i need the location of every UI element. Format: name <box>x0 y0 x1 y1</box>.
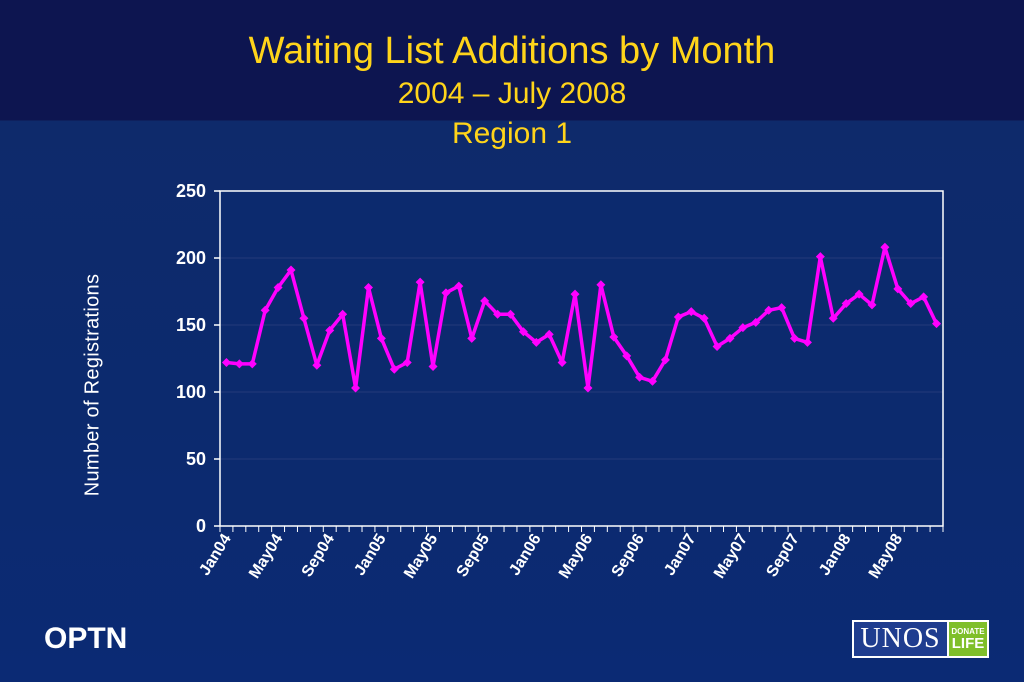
y-tick-label: 0 <box>196 516 206 536</box>
data-point <box>635 372 645 382</box>
data-point <box>802 337 812 347</box>
data-point <box>441 288 451 298</box>
x-tick-label: May06 <box>556 531 596 582</box>
data-point <box>919 292 929 302</box>
data-point <box>273 282 283 292</box>
data-point <box>389 364 399 374</box>
data-point <box>880 242 890 252</box>
data-point <box>286 265 296 275</box>
data-point <box>841 299 851 309</box>
data-point <box>660 355 670 365</box>
data-point <box>906 299 916 309</box>
data-point <box>828 313 838 323</box>
data-point <box>402 358 412 368</box>
data-point <box>751 317 761 327</box>
data-point <box>712 341 722 351</box>
data-point <box>893 284 903 294</box>
data-point <box>312 360 322 370</box>
data-point <box>544 329 554 339</box>
data-point <box>673 312 683 322</box>
x-tick-label: May04 <box>246 531 286 582</box>
x-tick-label: Sep07 <box>764 531 803 580</box>
data-point <box>351 383 361 393</box>
y-axis-label: Number of Registrations <box>81 273 104 497</box>
data-point <box>363 282 373 292</box>
data-point <box>480 296 490 306</box>
logo-donate-text: DONATE <box>951 626 985 636</box>
data-point <box>518 327 528 337</box>
data-point <box>815 252 825 262</box>
y-tick-label: 200 <box>176 248 206 268</box>
title-block: Waiting List Additions by Month 2004 – J… <box>0 28 1024 154</box>
y-tick-label: 250 <box>176 181 206 201</box>
y-tick-label: 100 <box>176 382 206 402</box>
data-point <box>376 333 386 343</box>
series-line <box>226 245 939 390</box>
data-point <box>234 359 244 369</box>
logo-life-text: LIFE <box>951 634 985 652</box>
x-tick-label: Jan04 <box>196 531 235 579</box>
data-point <box>596 280 606 290</box>
data-point <box>338 309 348 319</box>
data-point <box>609 332 619 342</box>
x-tick-label: May07 <box>711 531 751 582</box>
data-point <box>738 323 748 333</box>
x-tick-label: Jan06 <box>506 531 545 579</box>
x-tick-label: Sep06 <box>609 531 648 580</box>
data-point <box>557 358 567 368</box>
plot-area <box>220 191 943 526</box>
data-point <box>299 313 309 323</box>
x-tick-label: Sep04 <box>299 531 338 580</box>
data-point <box>570 289 580 299</box>
unos-logo: UNOS DONATE LIFE <box>852 620 989 658</box>
data-point <box>648 376 658 386</box>
data-point <box>415 277 425 287</box>
data-point <box>867 300 877 310</box>
data-point <box>764 305 774 315</box>
data-point <box>932 319 942 329</box>
data-point <box>686 307 696 317</box>
chart-subtitle: 2004 – July 2008 <box>397 77 627 110</box>
data-point <box>790 333 800 343</box>
optn-label: OPTN <box>44 622 128 655</box>
y-tick-label: 50 <box>186 449 206 469</box>
data-point <box>854 289 864 299</box>
data-point <box>531 337 541 347</box>
x-tick-label: May05 <box>401 531 441 582</box>
x-tick-label: Jan07 <box>661 531 700 579</box>
data-point <box>622 351 632 361</box>
data-point <box>247 359 257 369</box>
data-point <box>428 362 438 372</box>
chart-region: Region 1 <box>451 117 573 150</box>
data-point <box>777 303 787 313</box>
y-tick-label: 150 <box>176 315 206 335</box>
donate-life-badge: DONATE LIFE <box>947 622 987 656</box>
data-point <box>221 358 231 368</box>
data-point <box>454 281 464 291</box>
x-tick-label: May08 <box>866 531 906 582</box>
data-point <box>467 333 477 343</box>
x-tick-label: Jan05 <box>351 531 390 579</box>
x-tick-label: Jan08 <box>816 531 855 579</box>
chart-title: Waiting List Additions by Month <box>248 30 776 72</box>
data-point <box>505 309 515 319</box>
data-point <box>583 383 593 393</box>
data-point <box>325 325 335 335</box>
data-point <box>260 305 270 315</box>
data-point <box>725 333 735 343</box>
x-tick-label: Sep05 <box>454 531 493 580</box>
data-point <box>699 313 709 323</box>
logo-unos-text: UNOS <box>860 623 941 654</box>
data-point <box>493 309 503 319</box>
